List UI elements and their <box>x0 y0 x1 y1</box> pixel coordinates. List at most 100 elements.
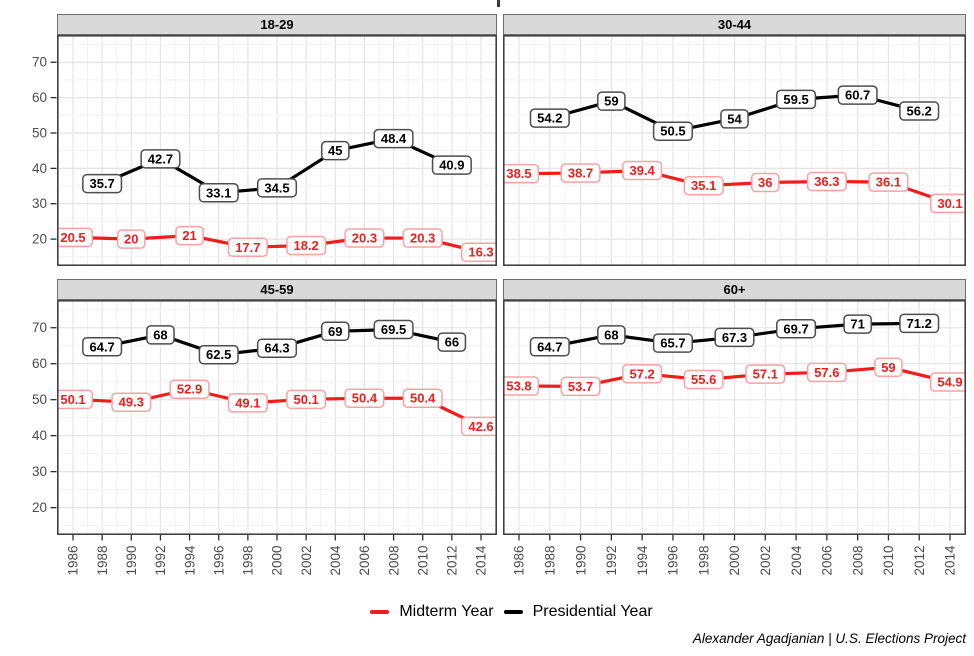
facet-panel-45-59: 50.1 49.3 52.9 49.1 50.1 50.4 50.4 42.6 64.7 68 62… <box>57 300 497 535</box>
facet-strip-18-29: 18-29 <box>57 14 497 35</box>
x-tick-label: 2012 <box>912 546 927 576</box>
value-label: 50.1 <box>293 392 318 407</box>
x-tick-label: 2006 <box>820 546 835 576</box>
x-tick-label: 2010 <box>415 546 430 576</box>
legend-key-presidential-icon <box>503 610 523 614</box>
value-label: 36.1 <box>876 175 901 190</box>
value-label: 35.1 <box>691 178 716 193</box>
value-label-box <box>929 193 966 214</box>
value-label: 16.3 <box>468 245 493 260</box>
x-tick-label: 2004 <box>328 545 343 576</box>
value-label-box <box>622 364 663 384</box>
x-tick-label: 1992 <box>604 546 619 576</box>
presidential-labels: 35.7 42.7 33.1 34.5 45 48.4 40.9 <box>82 128 472 203</box>
value-label: 57.1 <box>753 367 778 382</box>
value-label: 50.5 <box>660 124 685 139</box>
value-label-box <box>776 319 817 339</box>
panel-border <box>503 35 966 266</box>
value-label-box <box>806 362 847 383</box>
y-tick-label: 70 <box>32 55 47 70</box>
value-label: 65.7 <box>660 336 685 351</box>
value-label-box <box>227 393 268 413</box>
value-label: 39.4 <box>629 163 655 178</box>
x-tick-label: 1996 <box>666 546 681 576</box>
value-label: 71.2 <box>907 316 932 331</box>
value-label: 20.5 <box>60 230 85 245</box>
value-label-box <box>714 327 755 348</box>
value-label-box <box>256 178 298 198</box>
value-label-box <box>227 237 268 258</box>
midterm-labels: 53.8 53.7 57.2 55.6 57.1 57.6 59 54.9 <box>503 357 966 397</box>
x-tick-label: 1998 <box>696 546 711 576</box>
value-label-box <box>344 388 385 408</box>
value-label: 50.1 <box>60 392 85 407</box>
value-label: 21 <box>182 228 196 243</box>
value-label-box <box>622 160 663 181</box>
value-label: 60.7 <box>845 88 870 103</box>
value-label-box <box>320 140 350 161</box>
value-label-box <box>806 171 847 192</box>
value-label: 57.2 <box>629 366 654 381</box>
value-label-box <box>344 228 385 248</box>
value-label-box <box>503 163 540 184</box>
value-label: 54.2 <box>537 111 562 126</box>
value-label-box <box>683 175 724 196</box>
value-label: 42.7 <box>148 151 173 166</box>
x-tick-label: 1986 <box>66 546 81 576</box>
value-label-box <box>111 392 152 412</box>
x-tick-label: 2014 <box>943 545 958 576</box>
value-label-box <box>286 235 327 256</box>
value-label: 20.3 <box>352 231 377 246</box>
value-label-box <box>146 325 175 345</box>
value-label-box <box>529 108 570 128</box>
x-tick-label: 2006 <box>357 546 372 576</box>
facet-panel-18-29: 20.5 20 21 17.7 18.2 20.3 20.3 16.3 35.7 42.7 33.1… <box>57 35 497 266</box>
value-label: 30.1 <box>937 196 962 211</box>
value-label-box <box>320 321 350 342</box>
value-label-box <box>402 388 443 408</box>
facet-strip-30-44: 30-44 <box>503 14 966 35</box>
value-label: 68 <box>153 327 167 342</box>
y-tick-label: 60 <box>32 356 47 371</box>
x-tick-label: 1990 <box>124 546 139 576</box>
value-label: 36.3 <box>814 174 839 189</box>
value-label: 54.9 <box>937 375 962 390</box>
value-label-box <box>286 389 327 410</box>
value-label: 64.3 <box>264 341 289 356</box>
value-label: 20 <box>124 232 138 247</box>
value-label: 42.6 <box>468 419 493 434</box>
value-label-box <box>503 376 540 396</box>
x-tick-label: 1994 <box>635 545 650 576</box>
y-tick-label: 20 <box>32 232 47 247</box>
value-label: 69.7 <box>783 321 808 336</box>
value-label-box <box>460 416 497 437</box>
x-tick-label: 1994 <box>182 545 197 576</box>
value-label: 69 <box>328 324 342 339</box>
legend-key-midterm-icon <box>370 610 390 614</box>
presidential-labels: 64.7 68 62.5 64.3 69 69.5 66 <box>82 319 467 365</box>
value-label: 35.7 <box>89 176 114 191</box>
x-tick-label: 2008 <box>386 546 401 576</box>
y-tick-label: 20 <box>32 500 47 515</box>
value-label-box <box>82 337 123 357</box>
x-tick-label: 2012 <box>445 546 460 576</box>
value-label: 64.7 <box>537 339 562 354</box>
panel-border <box>57 35 497 266</box>
facet-panel-60+: 53.8 53.7 57.2 55.6 57.1 57.6 59 54.9 64.7 68 65.7… <box>503 300 966 535</box>
value-label-box <box>198 183 239 203</box>
gridlines <box>503 35 966 266</box>
value-label: 53.7 <box>568 379 593 394</box>
midterm-labels: 20.5 20 21 17.7 18.2 20.3 20.3 16.3 <box>57 225 497 262</box>
value-label-box <box>899 313 940 334</box>
value-label: 50.4 <box>352 391 378 406</box>
value-label-box <box>750 172 780 193</box>
value-label: 45 <box>328 143 342 158</box>
value-label-box <box>899 101 940 121</box>
value-label: 48.4 <box>381 131 407 146</box>
x-tick-label: 2008 <box>850 546 865 576</box>
attribution-text: Alexander Agadjanian | U.S. Elections Pr… <box>692 631 966 646</box>
x-tick-label: 1986 <box>512 546 527 576</box>
x-axis-col1: 1986 1988 1990 1992 1994 1996 1998 2000 2002 2004… <box>66 535 489 576</box>
value-label: 18.2 <box>293 238 318 253</box>
value-label-box <box>431 155 472 175</box>
